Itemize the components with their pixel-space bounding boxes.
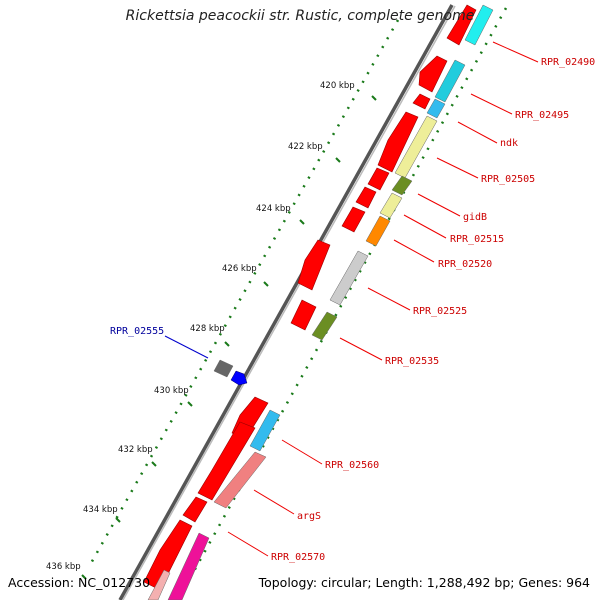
- gene-arrow-red: [412, 93, 431, 110]
- gene-box-lightblue: [426, 98, 446, 119]
- gene-arrow-red: [197, 421, 256, 501]
- gene-box-pink: [147, 569, 171, 600]
- gene-box-olive: [391, 175, 413, 196]
- gene-label: RPR_02570: [271, 552, 325, 563]
- genome-backbone: [118, 4, 454, 600]
- tick-label: 422 kbp: [288, 142, 323, 152]
- scale-ruler-track: [88, 19, 400, 566]
- gene-label: RPR_02555: [110, 326, 164, 337]
- tick-label: 432 kbp: [118, 445, 153, 455]
- gene-arrow-red: [290, 299, 317, 331]
- gene-arrow-red: [367, 167, 390, 191]
- gene-box-cyan: [464, 4, 494, 46]
- gene-arrow-red: [297, 239, 331, 291]
- forward-strand-genes: [143, 4, 477, 591]
- tick-label: 430 kbp: [154, 386, 189, 396]
- tick-label: 434 kbp: [83, 505, 118, 515]
- gene-box-khaki: [379, 192, 403, 219]
- gene-label: RPR_02490: [541, 57, 595, 68]
- map-title: Rickettsia peacockii str. Rustic, comple…: [125, 8, 475, 24]
- gene-box-lightblue: [249, 409, 281, 452]
- gene-box-orange: [365, 215, 391, 247]
- gene-label: RPR_02515: [450, 234, 504, 245]
- accession-label: Accession: NC_012730: [8, 575, 151, 590]
- tick-label: 420 kbp: [320, 81, 355, 91]
- gene-label: RPR_02495: [515, 110, 569, 121]
- gene-arrow-blue: [230, 370, 248, 386]
- gene-arrow-red: [446, 4, 477, 46]
- gene-box-teal: [434, 59, 466, 103]
- gene-arrow-red: [355, 186, 377, 209]
- inner-dotted-track: [176, 7, 508, 600]
- gene-box-salmon: [213, 451, 267, 509]
- gene-arrow-red: [341, 206, 366, 233]
- gene-label: RPR_02525: [413, 306, 467, 317]
- gene-label: argS: [297, 511, 321, 522]
- leader-lines: [227, 41, 539, 557]
- gene-box-olive: [311, 311, 338, 341]
- tick-label: 424 kbp: [256, 204, 291, 214]
- tick-label: 428 kbp: [190, 324, 225, 334]
- tick-label: 426 kbp: [222, 264, 257, 274]
- leader-line-blue: [164, 335, 209, 359]
- gene-arrow-red: [182, 496, 208, 523]
- gene-box-gray: [213, 359, 234, 378]
- gene-label: gidB: [463, 212, 487, 223]
- gene-arrow-red: [418, 55, 448, 93]
- gene-label: ndk: [500, 138, 518, 149]
- genome-summary: Topology: circular; Length: 1,288,492 bp…: [258, 575, 590, 590]
- gene-box-silver: [329, 250, 369, 306]
- gene-label: RPR_02535: [385, 356, 439, 367]
- gene-arrow-red: [377, 111, 419, 173]
- genome-backbone-highlight: [122, 5, 456, 600]
- gene-arrow-red: [143, 519, 193, 591]
- gene-label: RPR_02520: [438, 259, 492, 270]
- gene-label: RPR_02505: [481, 174, 535, 185]
- ruler-tick-labels: 420 kbp 422 kbp 424 kbp 426 kbp 428 kbp 430 k…: [46, 81, 355, 572]
- reverse-strand-genes: [147, 4, 494, 600]
- gene-box-magenta: [167, 532, 210, 600]
- ruler-tick-marks: [81, 95, 377, 580]
- tick-label: 436 kbp: [46, 562, 81, 572]
- gene-label: RPR_02560: [325, 460, 379, 471]
